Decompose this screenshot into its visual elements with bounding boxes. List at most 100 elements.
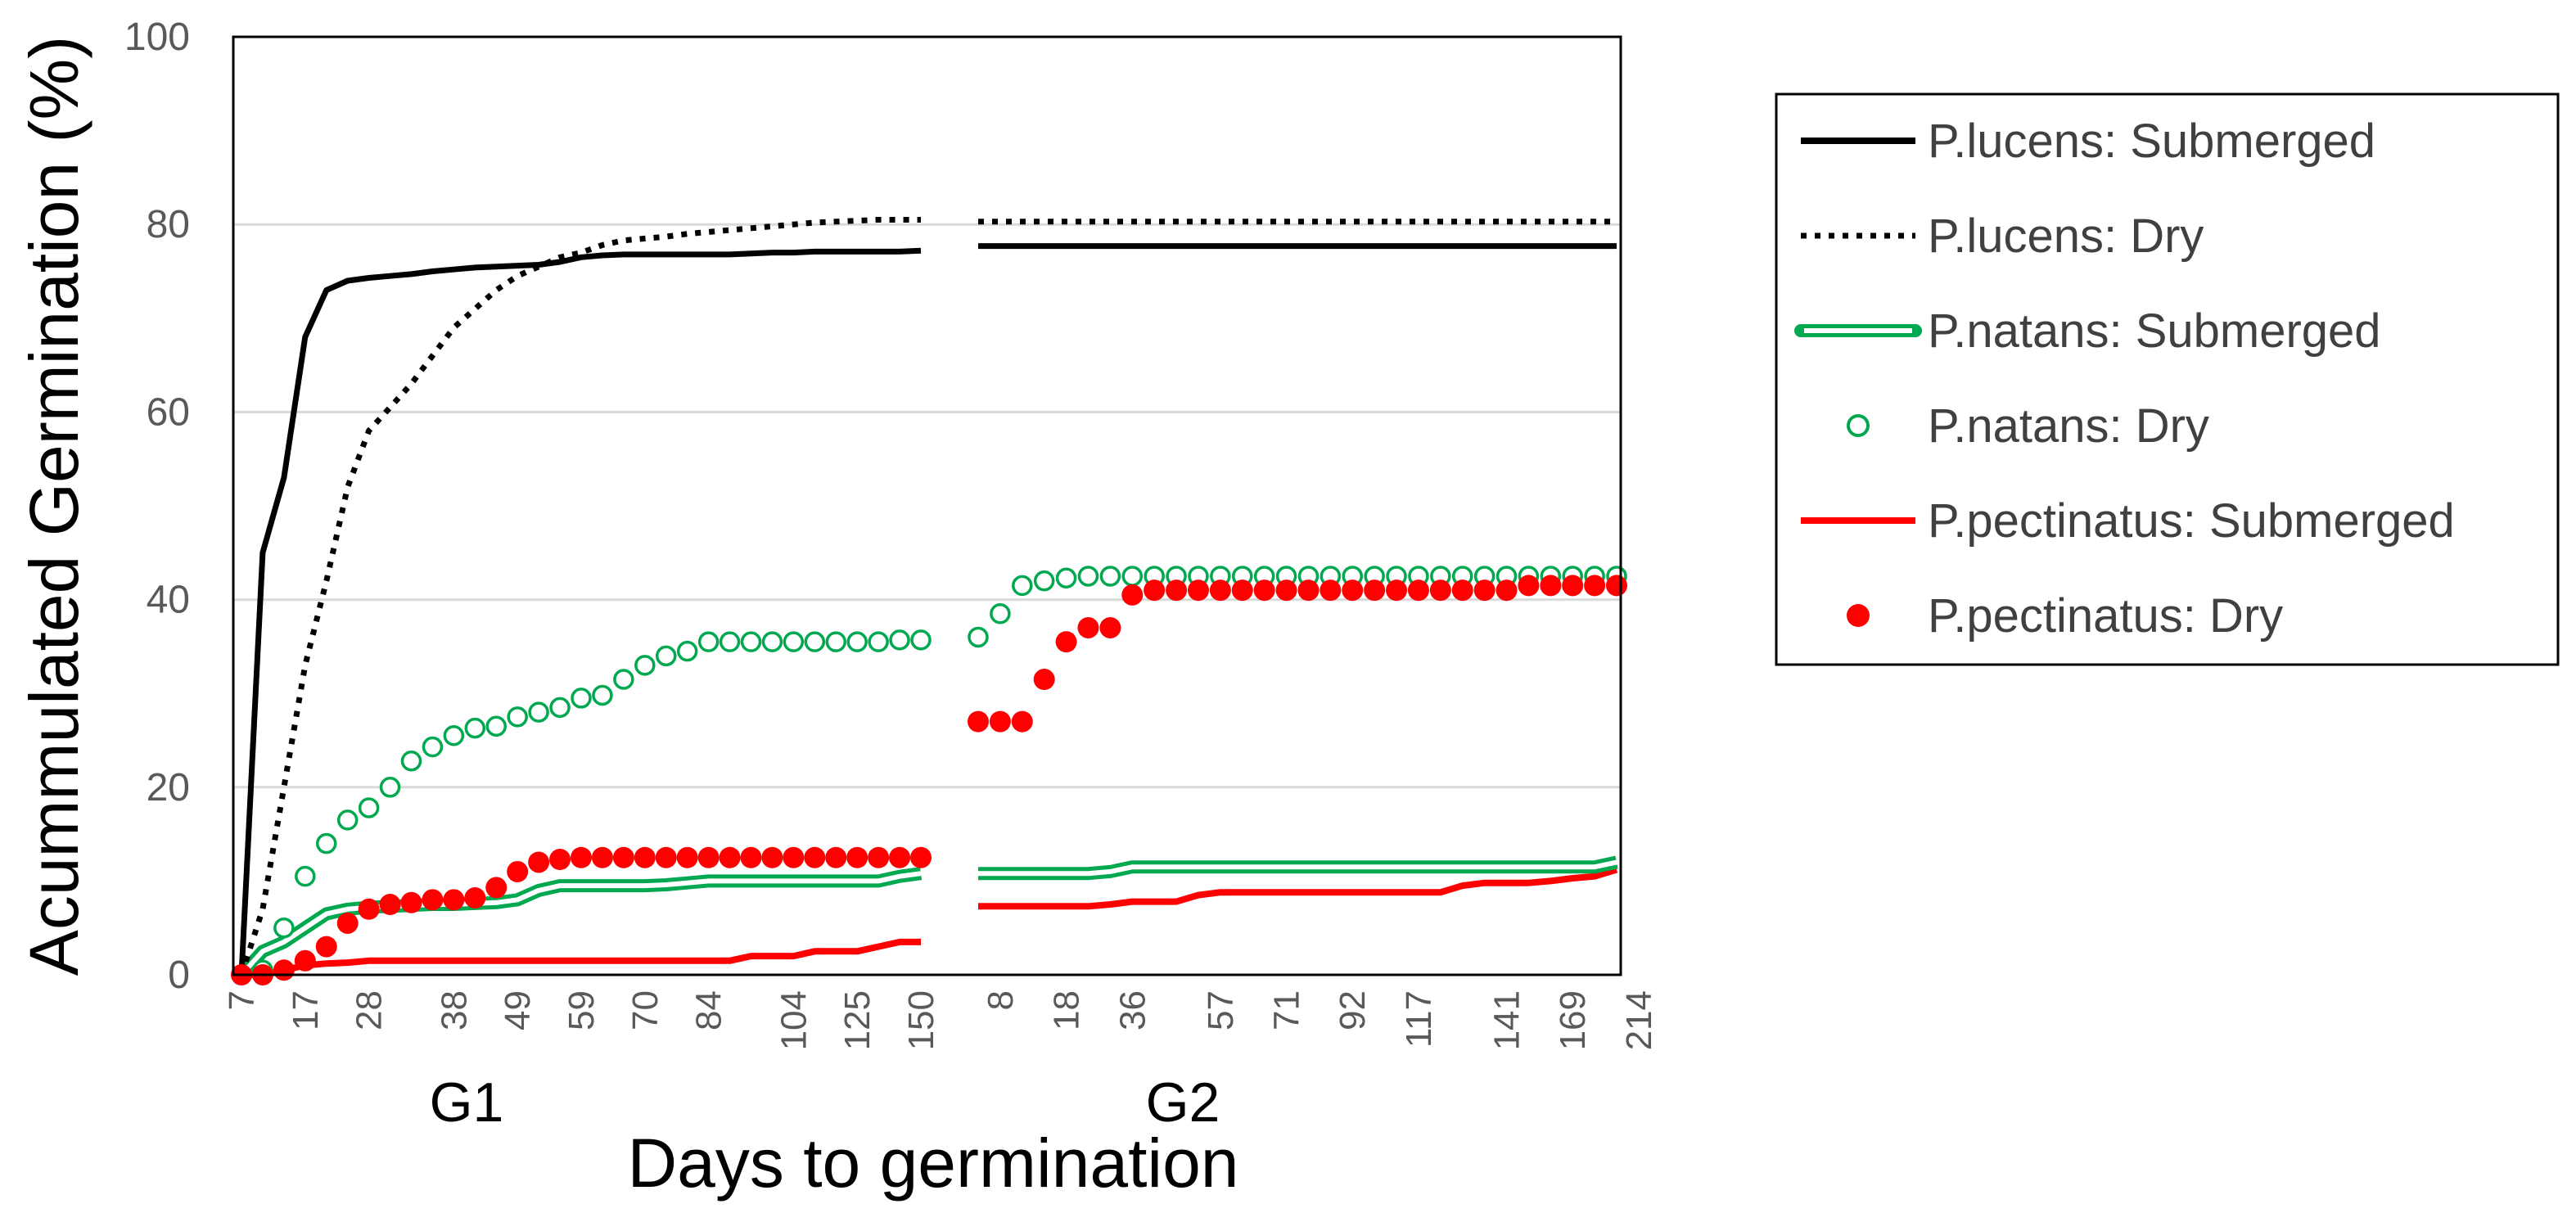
x-tick-label: 57: [1201, 990, 1241, 1030]
pect-dry-g1-point: [358, 898, 380, 920]
x-tick-label: 150: [901, 990, 941, 1050]
pect-dry-g2-point: [1297, 579, 1320, 602]
pect-dry-g1-point: [315, 936, 337, 958]
pect-dry-g1-point: [528, 851, 550, 873]
x-tick-label: 18: [1047, 990, 1087, 1030]
pect-dry-g2-point: [1364, 579, 1386, 602]
y-tick-label: 20: [147, 766, 190, 809]
pect-dry-g1-point: [443, 889, 465, 911]
natans-dry-g1-point: [889, 629, 910, 651]
natans-dry-g1-point: [358, 797, 380, 818]
pect-dry-g2-point: [1606, 575, 1627, 597]
pect-dry-g2-point: [1011, 710, 1033, 733]
y-tick-label: 0: [168, 954, 190, 997]
pect-sub-g2-line: [978, 866, 1618, 910]
pect-dry-g1-point: [294, 949, 316, 972]
x-tick-label: 125: [837, 990, 877, 1050]
natans-dry-g2-point: [990, 603, 1011, 625]
x-tick-label: 17: [286, 990, 326, 1030]
pect-dry-g2-point: [989, 710, 1011, 733]
pect-dry-g1-point: [507, 860, 529, 882]
pect-dry-g2-point: [1562, 575, 1584, 597]
x-tick-label: 104: [774, 990, 814, 1050]
x-tick-label: 70: [625, 990, 665, 1030]
natans-dry-g1-point: [825, 631, 846, 652]
pect-dry-g1-point: [485, 877, 508, 899]
natans-dry-g1-point: [697, 631, 720, 652]
pect-dry-g1-point: [804, 846, 826, 868]
pect-dry-g1-point: [846, 846, 868, 868]
x-tick-label: 84: [689, 990, 729, 1030]
pect-dry-g2-point: [1209, 579, 1231, 602]
pect-dry-g2-point: [1518, 575, 1540, 597]
pect-dry-g2-point: [1231, 579, 1253, 602]
x-tick-label: 59: [562, 990, 602, 1030]
pect-dry-g2-point: [1055, 631, 1077, 653]
natans-dry-g1-point: [379, 777, 401, 798]
pect-sub-g1-line: [241, 938, 921, 978]
x-tick-label: 49: [498, 990, 538, 1030]
pect-dry-g1-point: [634, 846, 656, 868]
x-tick-label: 8: [981, 990, 1021, 1010]
natans-dry-g1-point: [634, 655, 656, 676]
y-tick-label: 40: [147, 579, 190, 622]
pect-dry-g1-point: [783, 846, 805, 868]
natans-dry-g1-point: [910, 629, 932, 651]
gridlines: [233, 223, 1621, 789]
natans-dry-g1-point: [571, 688, 592, 709]
natans-dry-g1-point: [549, 697, 571, 719]
legend-lucens-sub-label: P.lucens: Submerged: [1928, 115, 2375, 168]
natans-dry-g2-point: [968, 626, 989, 648]
natans-dry-g1-point: [740, 631, 762, 652]
pect-dry-g1-point: [400, 891, 422, 913]
pect-dry-g1-point: [761, 846, 783, 868]
pect-dry-g1-point: [655, 846, 677, 868]
natans-dry-g2-point: [1033, 570, 1055, 592]
y-tick-label: 60: [147, 390, 190, 434]
natans-dry-g1-point: [295, 865, 316, 887]
natans-dry-g1-point: [592, 684, 613, 706]
pect-dry-g2-point: [1033, 669, 1055, 691]
legend-pect-dry-label: P.pectinatus: Dry: [1928, 589, 2283, 643]
pect-dry-g2-point: [1144, 579, 1166, 602]
natans-dry-g2-point: [1121, 566, 1144, 587]
pect-dry-g2-point: [1099, 616, 1121, 638]
x-tick-label: 169: [1553, 990, 1593, 1050]
natans-sub-g1-line-inner: [239, 871, 922, 977]
pect-dry-g1-point: [697, 846, 720, 868]
natans-dry-g1-point: [485, 715, 507, 737]
pect-dry-g2-point: [1187, 579, 1209, 602]
natans-dry-g1-point: [676, 640, 698, 662]
pect-dry-g2-point: [1540, 575, 1562, 597]
x-tick-label: 117: [1399, 990, 1439, 1048]
natans-dry-g1-point: [613, 669, 634, 690]
group-labels: G1 G2: [430, 1071, 1220, 1134]
pect-dry-g2-point: [1121, 584, 1144, 606]
x-axis-ticks: 7 17 28 38 49 59 70 84 104 125 150 8 18 36 57 71 92 117 14…: [222, 990, 1659, 1050]
pect-dry-g1-point: [464, 887, 486, 909]
pect-dry-g1-point: [825, 846, 847, 868]
natans-dry-g1-point: [783, 631, 805, 652]
pect-dry-g2-point: [1166, 579, 1188, 602]
y-tick-label: 80: [147, 203, 190, 246]
x-axis-title: Days to germination: [627, 1125, 1238, 1202]
natans-dry-g2-point: [1055, 567, 1077, 588]
legend-lucens-dry-label: P.lucens: Dry: [1928, 210, 2204, 263]
pect-dry-g1-point: [910, 846, 932, 868]
pect-dry-g2-point: [1342, 579, 1364, 602]
y-axis-title: Acummulated Germination (%): [16, 36, 92, 976]
pect-dry-g1-point: [336, 912, 359, 934]
natans-dry-g1-point: [846, 631, 868, 652]
y-tick-label: 100: [124, 16, 190, 59]
pect-dry-g2-point: [968, 710, 989, 733]
natans-dry-g1-point: [336, 809, 359, 831]
legend-natans-sub-label: P.natans: Submerged: [1928, 304, 2381, 358]
natans-dry-g2-point: [1099, 566, 1121, 587]
pect-dry-g2-point: [1407, 579, 1429, 602]
y-axis-ticks: 0 20 40 60 80 100: [124, 16, 190, 997]
natans-dry-g1-point: [400, 750, 422, 772]
natans-dry-g1-point: [422, 736, 444, 758]
legend-pect-sub-label: P.pectinatus: Submerged: [1928, 494, 2455, 548]
natans-dry-g1-point: [528, 701, 549, 723]
natans-dry-g1-point: [804, 631, 826, 652]
